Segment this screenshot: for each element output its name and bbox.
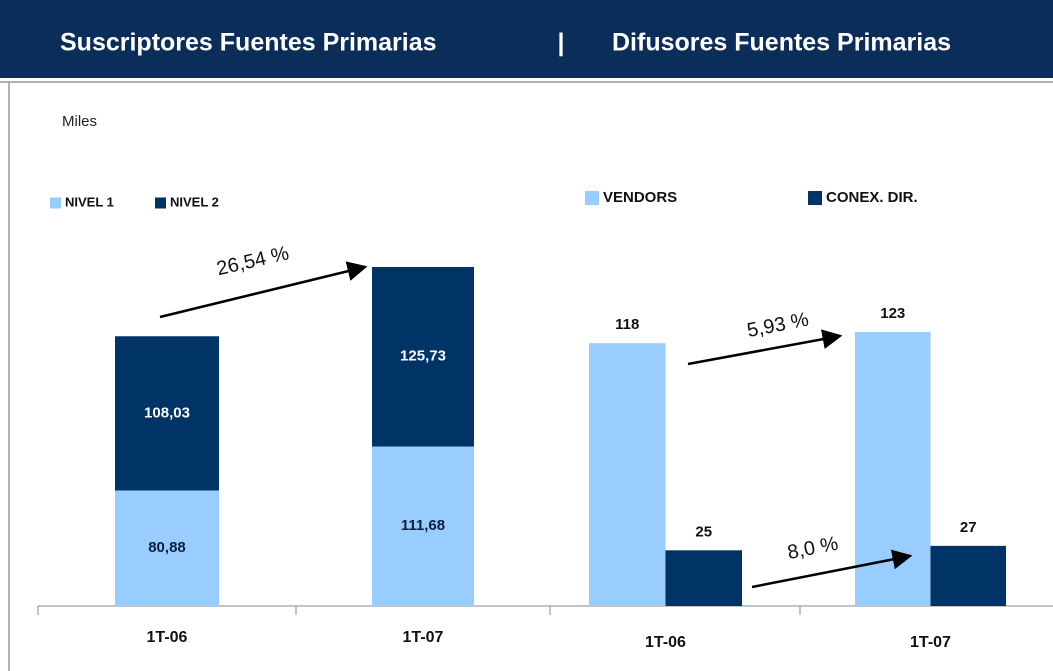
bar bbox=[589, 343, 666, 606]
header-band bbox=[0, 0, 1053, 78]
legend-label: NIVEL 2 bbox=[170, 194, 219, 209]
x-tick-label: 1T-07 bbox=[403, 629, 444, 646]
legend-swatch bbox=[155, 197, 166, 209]
header-separator: | bbox=[558, 29, 565, 57]
legend-swatch bbox=[585, 191, 599, 205]
annotation: 8,0 % bbox=[786, 533, 841, 564]
value-label: 125,73 bbox=[400, 348, 446, 365]
value-label: 118 bbox=[615, 316, 639, 333]
value-label: 25 bbox=[695, 523, 712, 540]
x-tick-label: 1T-06 bbox=[645, 634, 686, 651]
unit-label: Miles bbox=[62, 113, 97, 130]
value-label: 123 bbox=[880, 305, 905, 322]
legend-swatch bbox=[50, 197, 61, 209]
bar bbox=[665, 550, 742, 606]
annotation-arrow bbox=[687, 329, 843, 366]
bar bbox=[930, 545, 1006, 606]
value-label: 27 bbox=[960, 519, 977, 536]
bar-segment bbox=[115, 336, 219, 491]
bar-segment bbox=[115, 490, 219, 606]
header-right: Difusores Fuentes Primarias bbox=[612, 29, 951, 57]
x-tick-label: 1T-06 bbox=[147, 629, 188, 646]
annotation: 26,54 % bbox=[215, 242, 292, 280]
legend-label: NIVEL 1 bbox=[65, 194, 114, 209]
annotation-arrow bbox=[159, 261, 368, 319]
annotation-arrow bbox=[751, 549, 913, 589]
legend-swatch bbox=[808, 191, 822, 205]
header-left: Suscriptores Fuentes Primarias bbox=[60, 29, 437, 57]
value-label: 111,68 bbox=[401, 517, 445, 534]
value-label: 108,03 bbox=[144, 404, 190, 421]
x-tick-label: 1T-07 bbox=[910, 634, 951, 651]
annotation: 5,93 % bbox=[745, 309, 811, 343]
legend-label: VENDORS bbox=[603, 189, 677, 206]
legend-label: CONEX. DIR. bbox=[826, 189, 918, 206]
value-label: 80,88 bbox=[148, 539, 186, 556]
bar-segment bbox=[372, 267, 474, 447]
bar-segment bbox=[372, 446, 474, 606]
